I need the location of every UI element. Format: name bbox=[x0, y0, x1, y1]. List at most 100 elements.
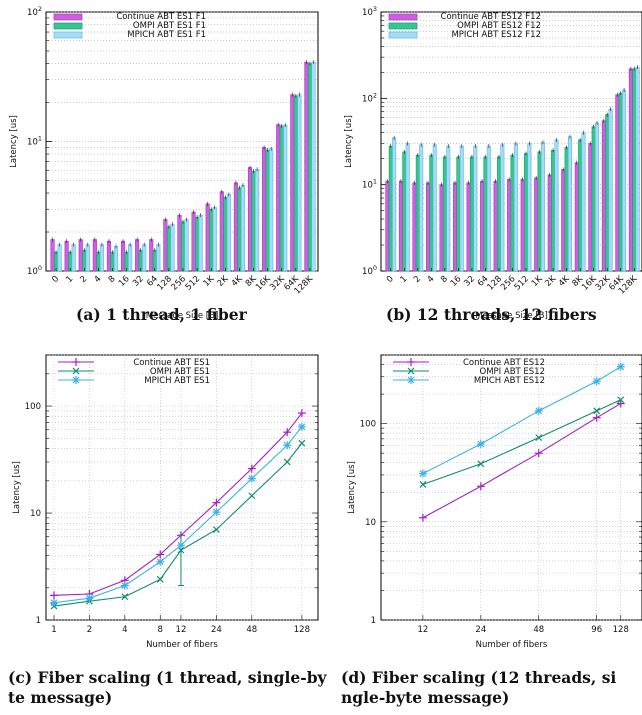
bar bbox=[223, 197, 228, 272]
y-tick-label: 100 bbox=[360, 420, 376, 430]
bar bbox=[135, 239, 140, 272]
bar bbox=[540, 141, 545, 272]
x-tick-label: 4 bbox=[93, 274, 104, 285]
y-tick-label: 102 bbox=[362, 91, 377, 104]
bar bbox=[551, 150, 556, 272]
bar bbox=[513, 143, 518, 272]
bar bbox=[459, 145, 464, 272]
bar bbox=[50, 239, 55, 272]
bar bbox=[138, 249, 143, 272]
marker-point bbox=[407, 376, 415, 384]
x-tick-label: 2 bbox=[412, 274, 423, 285]
caption: (b) 12 threads, 12 fibers bbox=[386, 305, 597, 324]
bar bbox=[106, 240, 112, 272]
bar bbox=[412, 182, 417, 272]
x-tick-label: 128 bbox=[294, 625, 310, 635]
marker-point bbox=[419, 481, 427, 488]
marker-point bbox=[248, 492, 256, 500]
bar bbox=[493, 180, 498, 272]
legend-label: OMPI ABT ES1 bbox=[150, 367, 210, 377]
marker-point bbox=[283, 458, 291, 466]
x-axis-label: Message Size [B] bbox=[475, 311, 548, 321]
bar bbox=[290, 94, 295, 272]
bar bbox=[247, 167, 253, 272]
bar bbox=[163, 219, 168, 272]
x-tick-label: 512 bbox=[184, 274, 203, 293]
bar bbox=[595, 122, 600, 272]
bar bbox=[527, 143, 532, 272]
bar bbox=[152, 249, 157, 272]
bar bbox=[191, 211, 196, 272]
y-axis-label: Latency [us] bbox=[347, 461, 357, 514]
x-tick-label: 12 bbox=[176, 625, 187, 635]
marker-point bbox=[177, 541, 185, 549]
marker-point bbox=[50, 599, 58, 607]
x-tick-label: 96 bbox=[591, 625, 602, 635]
bar bbox=[622, 89, 627, 272]
bar bbox=[279, 125, 284, 272]
bar bbox=[311, 61, 316, 272]
bar bbox=[567, 136, 572, 272]
y-tick-label: 1 bbox=[36, 616, 41, 626]
marker-point bbox=[535, 407, 543, 415]
bar bbox=[198, 214, 203, 272]
bar bbox=[57, 244, 62, 272]
bar bbox=[615, 94, 620, 272]
legend-label: Continue ABT ES12 bbox=[463, 358, 545, 368]
bar bbox=[304, 61, 309, 272]
x-tick-label: 0 bbox=[385, 274, 396, 285]
x-axis-label: Number of fibers bbox=[146, 640, 218, 650]
x-tick-label: 24 bbox=[211, 625, 222, 635]
x-tick-label: 48 bbox=[533, 625, 544, 635]
legend-swatch bbox=[53, 22, 83, 30]
bar bbox=[483, 156, 488, 272]
bar bbox=[534, 177, 539, 272]
marker-point bbox=[156, 575, 164, 583]
y-axis-label: Latency [us] bbox=[344, 115, 354, 168]
bar bbox=[82, 249, 87, 272]
y-tick-label: 101 bbox=[362, 178, 377, 191]
bar bbox=[605, 114, 610, 272]
legend-swatch bbox=[53, 13, 83, 21]
bar bbox=[439, 184, 444, 272]
x-axis-label: Number of fibers bbox=[476, 640, 548, 650]
bar bbox=[78, 239, 83, 272]
bar bbox=[432, 144, 437, 272]
bar bbox=[588, 143, 593, 272]
marker-point bbox=[298, 423, 306, 431]
marker-point bbox=[419, 470, 427, 477]
bar bbox=[398, 180, 403, 272]
bar bbox=[486, 145, 491, 272]
marker-point bbox=[617, 396, 625, 404]
y-tick-label: 102 bbox=[27, 5, 42, 18]
marker-point bbox=[477, 440, 485, 448]
bar bbox=[456, 156, 461, 272]
bar bbox=[85, 244, 90, 272]
marker-point bbox=[121, 593, 129, 601]
legend-label: Continue ABT ES1 F1 bbox=[116, 12, 206, 22]
series-line bbox=[422, 399, 621, 486]
bar bbox=[480, 180, 485, 272]
x-tick-label: 1 bbox=[64, 274, 75, 285]
bar bbox=[442, 156, 447, 272]
x-tick-label: 12 bbox=[417, 625, 428, 635]
bar bbox=[547, 174, 552, 272]
marker-point bbox=[407, 367, 415, 375]
marker-point bbox=[212, 526, 220, 534]
bar bbox=[453, 182, 458, 272]
bar bbox=[233, 182, 238, 272]
bar bbox=[628, 68, 633, 272]
bar bbox=[180, 221, 186, 272]
legend-label: OMPI ABT ES12 bbox=[480, 367, 545, 377]
bar bbox=[496, 156, 501, 272]
y-tick-label: 100 bbox=[27, 264, 42, 277]
bar bbox=[466, 182, 471, 272]
x-tick-label: 48 bbox=[246, 625, 257, 635]
x-tick-label: 4 bbox=[426, 274, 437, 285]
bar bbox=[71, 244, 76, 272]
y-tick-label: 103 bbox=[362, 5, 377, 18]
bar bbox=[554, 139, 559, 272]
series-line bbox=[53, 442, 303, 607]
bar bbox=[293, 95, 298, 272]
